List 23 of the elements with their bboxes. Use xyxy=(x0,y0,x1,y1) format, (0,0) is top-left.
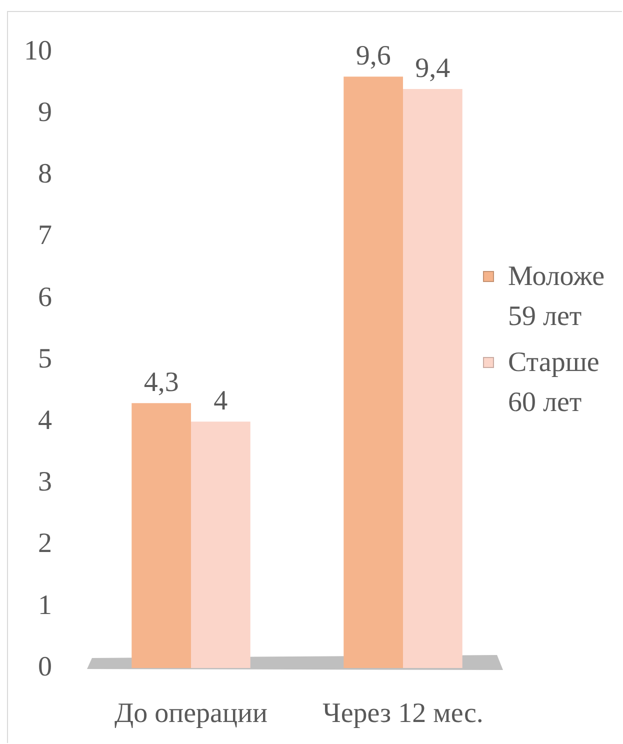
y-tick-label: 2 xyxy=(38,528,52,560)
bar xyxy=(344,76,403,668)
legend-label: Моложе 59 лет xyxy=(508,260,606,334)
legend-label: Старше 60 лет xyxy=(508,346,600,420)
data-label: 9,4 xyxy=(415,52,450,84)
bar xyxy=(191,422,250,668)
y-tick-label: 5 xyxy=(38,343,52,374)
data-label: 9,6 xyxy=(356,40,391,72)
y-tick-label: 8 xyxy=(38,158,52,190)
y-tick-label: 7 xyxy=(38,220,52,252)
x-tick-label: Через 12 мес. xyxy=(322,698,484,730)
data-label: 4,3 xyxy=(144,367,179,398)
bar xyxy=(403,88,462,668)
y-tick-label: 1 xyxy=(38,590,52,621)
y-tick-label: 4 xyxy=(38,404,52,436)
y-tick-label: 9 xyxy=(38,96,52,128)
y-tick-label: 3 xyxy=(38,466,52,498)
y-tick-label: 0 xyxy=(38,651,52,682)
y-tick-label: 10 xyxy=(24,35,52,66)
bar xyxy=(132,403,191,668)
x-tick-label: До операции xyxy=(114,698,268,730)
y-tick-label: 6 xyxy=(38,282,52,313)
data-label: 4 xyxy=(214,386,228,417)
